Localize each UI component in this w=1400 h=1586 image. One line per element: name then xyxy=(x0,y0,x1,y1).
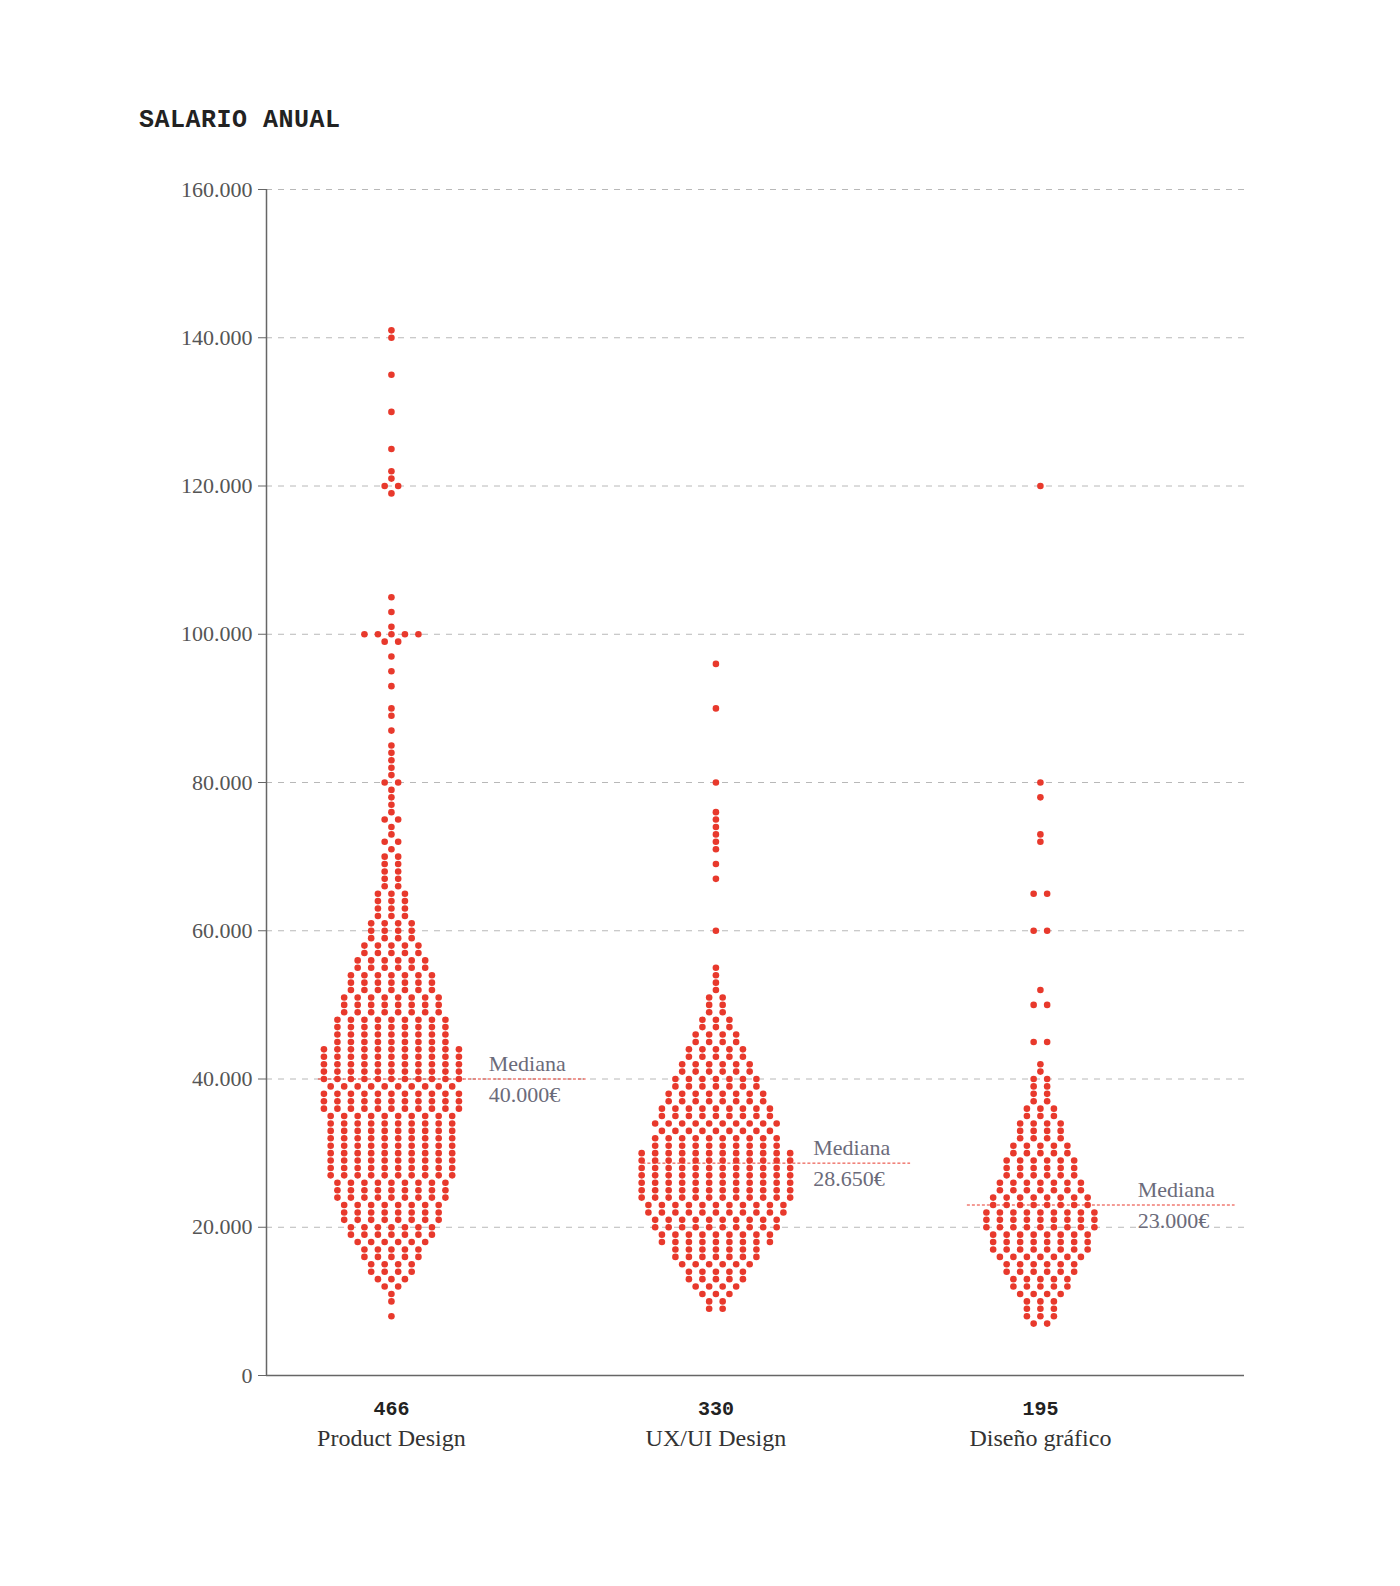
svg-text:40.000: 40.000 xyxy=(192,1066,253,1091)
svg-text:Diseño gráfico: Diseño gráfico xyxy=(969,1425,1111,1451)
svg-text:Mediana: Mediana xyxy=(1138,1177,1215,1202)
svg-text:20.000: 20.000 xyxy=(192,1214,253,1239)
svg-text:28.650€: 28.650€ xyxy=(813,1166,885,1191)
svg-text:0: 0 xyxy=(242,1363,253,1388)
svg-text:23.000€: 23.000€ xyxy=(1138,1208,1210,1233)
svg-text:40.000€: 40.000€ xyxy=(489,1082,560,1107)
svg-text:160.000: 160.000 xyxy=(181,177,253,202)
svg-text:466: 466 xyxy=(373,1398,409,1421)
svg-text:195: 195 xyxy=(1022,1398,1058,1421)
svg-text:Mediana: Mediana xyxy=(813,1135,890,1160)
svg-text:100.000: 100.000 xyxy=(181,621,253,646)
html-text:SALARIO ANUAL: SALARIO ANUAL xyxy=(139,106,341,135)
svg-text:UX/UI Design: UX/UI Design xyxy=(646,1425,787,1451)
svg-text:60.000: 60.000 xyxy=(192,918,253,943)
svg-text:Product Design: Product Design xyxy=(317,1425,466,1451)
svg-text:330: 330 xyxy=(698,1398,734,1421)
svg-text:Mediana: Mediana xyxy=(489,1051,566,1076)
svg-text:120.000: 120.000 xyxy=(181,473,253,498)
svg-text:80.000: 80.000 xyxy=(192,770,253,795)
svg-text:140.000: 140.000 xyxy=(181,325,253,350)
